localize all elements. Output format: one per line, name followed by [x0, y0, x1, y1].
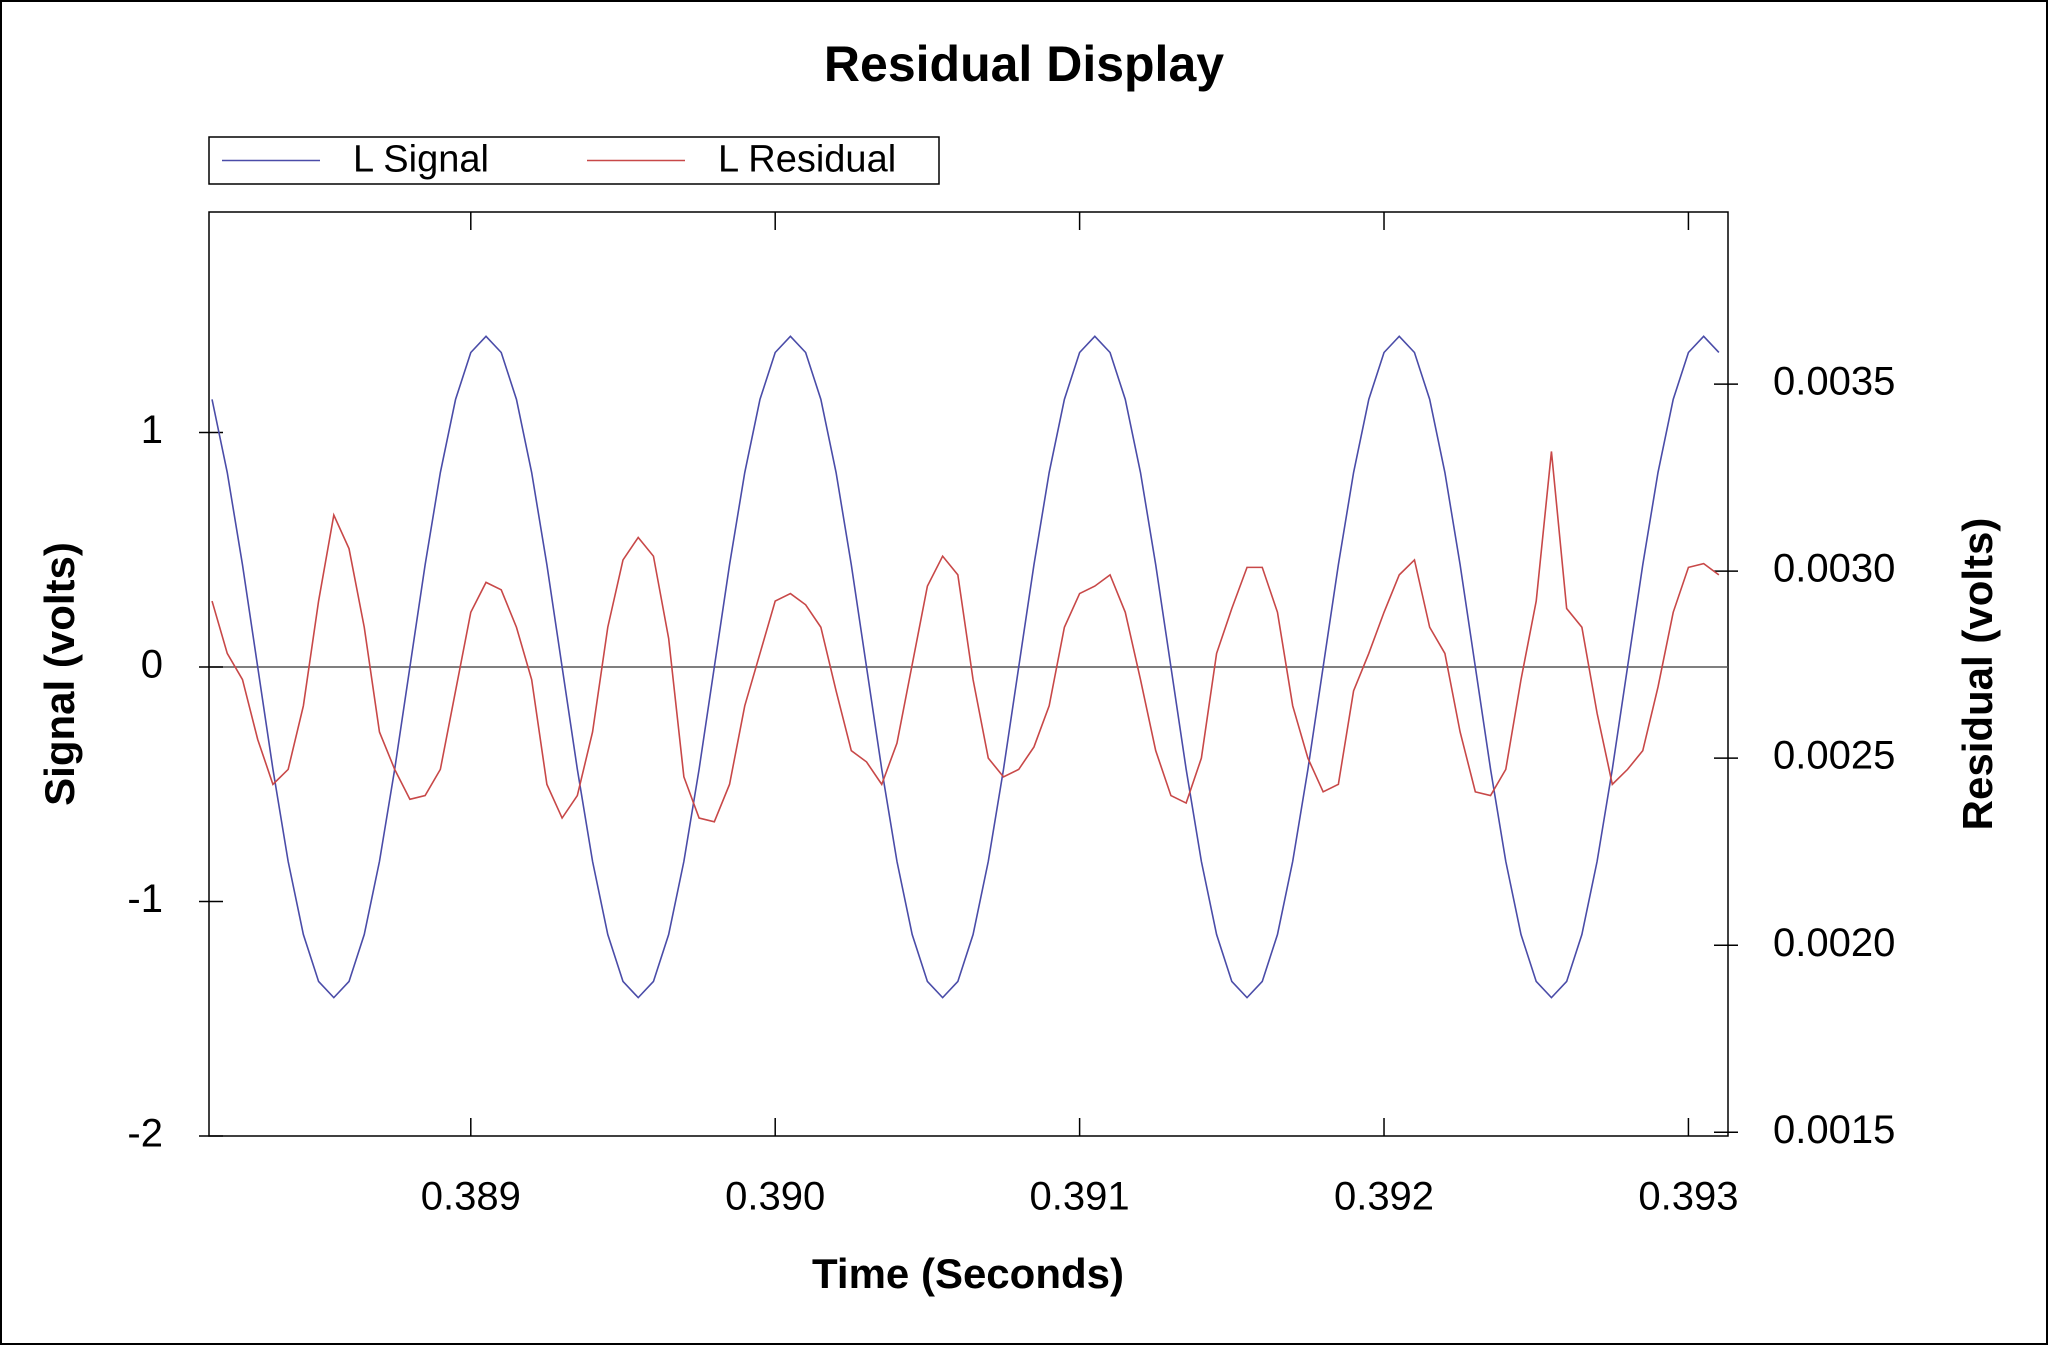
x-tick-label: 0.390 — [725, 1175, 825, 1219]
y-axis-label: Signal (volts) — [36, 542, 83, 806]
plot-area — [208, 211, 1729, 1137]
x-tick-label: 0.393 — [1638, 1175, 1738, 1219]
y-tick-label: 0 — [141, 643, 163, 687]
series-line — [211, 335, 1720, 999]
y2-tick-label: 0.0020 — [1773, 921, 1895, 965]
y-tick-label: 1 — [141, 408, 163, 452]
x-tick-label: 0.392 — [1334, 1175, 1434, 1219]
series-line — [211, 451, 1720, 823]
legend-label: L Residual — [718, 139, 896, 181]
legend-box — [208, 136, 940, 185]
legend-label: L Signal — [353, 139, 489, 181]
x-tick-label: 0.389 — [421, 1175, 521, 1219]
y2-tick-label: 0.0025 — [1773, 734, 1895, 778]
y2-tick-label: 0.0035 — [1773, 360, 1895, 404]
y2-tick-label: 0.0030 — [1773, 547, 1895, 591]
x-axis-label: Time (Seconds) — [812, 1250, 1124, 1297]
y-tick-label: -2 — [127, 1112, 163, 1156]
y-tick-label: -1 — [127, 877, 163, 921]
y2-axis-label: Residual (volts) — [1954, 518, 2001, 831]
y2-tick-label: 0.0015 — [1773, 1108, 1895, 1152]
x-tick-label: 0.391 — [1030, 1175, 1130, 1219]
chart-title: Residual Display — [824, 36, 1224, 92]
